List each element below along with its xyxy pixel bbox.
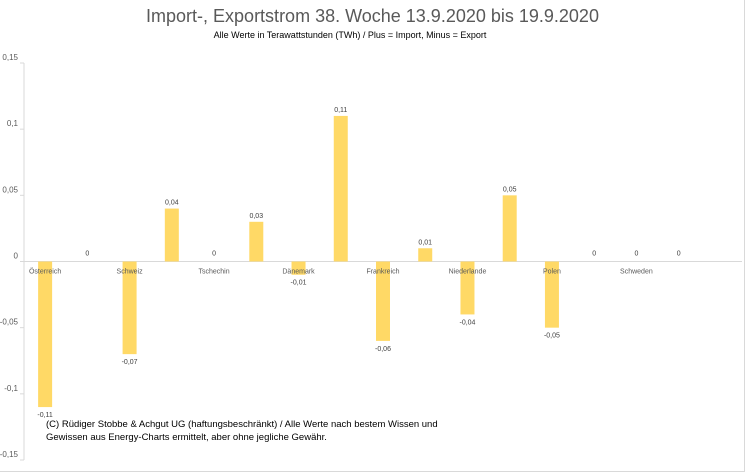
copyright-note-line-2: Gewissen aus Energy-Charts ermittelt, ab… [46, 432, 327, 443]
category-label: Dänemark [282, 269, 315, 276]
bar [38, 261, 53, 408]
category-label: Niederlande [449, 269, 487, 276]
copyright-note: (C) Rüdiger Stobbe & Achgut UG (haftungs… [46, 418, 466, 444]
data-label: -0,07 [122, 359, 138, 366]
y-tick-label: -0,1 [4, 384, 18, 393]
category-label: Tschechin [198, 269, 229, 276]
category-label: Polen [543, 269, 561, 276]
y-tick-label: 0,15 [2, 53, 18, 62]
chart-subtitle: Alle Werte in Terawattstunden (TWh) / Pl… [213, 30, 487, 40]
data-label: -0,04 [459, 319, 475, 326]
y-tick-label: -0,05 [0, 318, 19, 327]
chart-title: Import-, Exportstrom 38. Woche 13.9.2020… [146, 6, 599, 26]
category-label: Österreich [29, 268, 61, 276]
data-label: 0 [677, 251, 681, 258]
category-label: Schweiz [117, 269, 144, 276]
y-tick-label: -0,15 [0, 450, 19, 459]
bar [291, 261, 306, 275]
data-label: -0,11 [37, 412, 53, 419]
data-label: 0,03 [249, 213, 263, 220]
copyright-note-line-1: (C) Rüdiger Stobbe & Achgut UG (haftungs… [46, 419, 438, 430]
data-label: 0,01 [418, 239, 432, 246]
data-label: 0,11 [334, 107, 347, 114]
bar [418, 248, 433, 262]
bar [249, 221, 264, 262]
data-label: -0,01 [291, 280, 307, 287]
bar [376, 261, 390, 341]
bar [122, 261, 137, 355]
data-label: 0 [592, 251, 596, 258]
bar [164, 208, 179, 262]
bar [333, 115, 348, 262]
data-label: 0 [212, 251, 216, 258]
bar [544, 261, 559, 328]
category-label: Frankreich [366, 269, 399, 276]
data-label: 0,05 [503, 186, 517, 193]
bar [502, 195, 517, 262]
bar [460, 261, 475, 315]
category-label: Schweden [620, 269, 653, 276]
data-label: 0,04 [165, 200, 179, 207]
data-label: 0 [85, 251, 89, 258]
data-label: -0,05 [544, 333, 560, 340]
data-label: -0,06 [375, 346, 391, 353]
y-tick-label: 0,1 [7, 119, 19, 128]
y-tick-label: 0,05 [2, 185, 18, 194]
data-label: 0 [634, 251, 638, 258]
y-tick-label: 0 [14, 252, 19, 261]
